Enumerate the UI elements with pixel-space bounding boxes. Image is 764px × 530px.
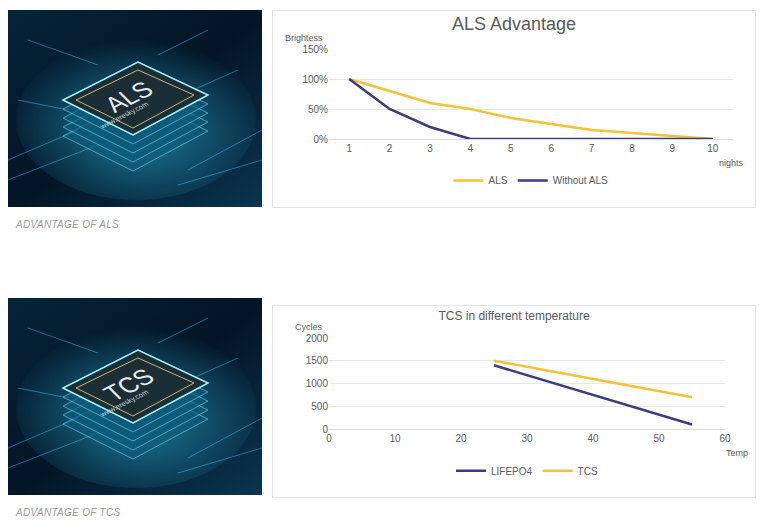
- svg-text:500: 500: [311, 401, 328, 412]
- svg-text:ALS: ALS: [489, 175, 508, 186]
- svg-text:5: 5: [508, 143, 514, 154]
- svg-text:3: 3: [427, 143, 433, 154]
- svg-text:Temp: Temp: [726, 448, 748, 458]
- svg-text:TCS in different temperature: TCS in different temperature: [438, 309, 590, 323]
- svg-text:8: 8: [629, 143, 635, 154]
- svg-text:4: 4: [468, 143, 474, 154]
- svg-text:1000: 1000: [306, 378, 329, 389]
- svg-text:6: 6: [548, 143, 554, 154]
- svg-text:www.eresky.com: www.eresky.com: [98, 101, 151, 131]
- svg-text:60: 60: [719, 433, 731, 444]
- svg-text:nights: nights: [719, 158, 744, 168]
- svg-text:TCS: TCS: [97, 364, 160, 406]
- svg-text:150%: 150%: [302, 44, 328, 55]
- svg-text:1: 1: [346, 143, 352, 154]
- html-text:ADVANTAGE OF ALS: ADVANTAGE OF ALS: [16, 219, 119, 230]
- svg-text:9: 9: [670, 143, 676, 154]
- svg-text:0: 0: [322, 424, 328, 435]
- svg-text:10: 10: [707, 143, 719, 154]
- svg-text:2: 2: [387, 143, 393, 154]
- svg-text:Brightess: Brightess: [285, 33, 323, 43]
- svg-text:1500: 1500: [306, 355, 329, 366]
- svg-text:0%: 0%: [314, 134, 329, 145]
- svg-text:www.eresky.com: www.eresky.com: [98, 389, 151, 419]
- svg-text:Without ALS: Without ALS: [553, 175, 608, 186]
- svg-text:7: 7: [589, 143, 595, 154]
- svg-text:0: 0: [326, 433, 332, 444]
- svg-text:20: 20: [455, 433, 467, 444]
- svg-text:10: 10: [389, 433, 401, 444]
- svg-text:ALS: ALS: [98, 76, 159, 117]
- svg-text:LIFEPO4: LIFEPO4: [491, 466, 533, 477]
- svg-text:ALS Advantage: ALS Advantage: [452, 14, 576, 34]
- svg-text:30: 30: [521, 433, 533, 444]
- svg-text:50: 50: [653, 433, 665, 444]
- html-text:ADVANTAGE OF TCS: ADVANTAGE OF TCS: [16, 507, 121, 518]
- svg-text:Cycles: Cycles: [295, 322, 323, 332]
- svg-text:40: 40: [587, 433, 599, 444]
- svg-text:100%: 100%: [302, 74, 328, 85]
- svg-text:TCS: TCS: [578, 466, 598, 477]
- svg-text:50%: 50%: [308, 104, 328, 115]
- svg-text:2000: 2000: [306, 333, 329, 344]
